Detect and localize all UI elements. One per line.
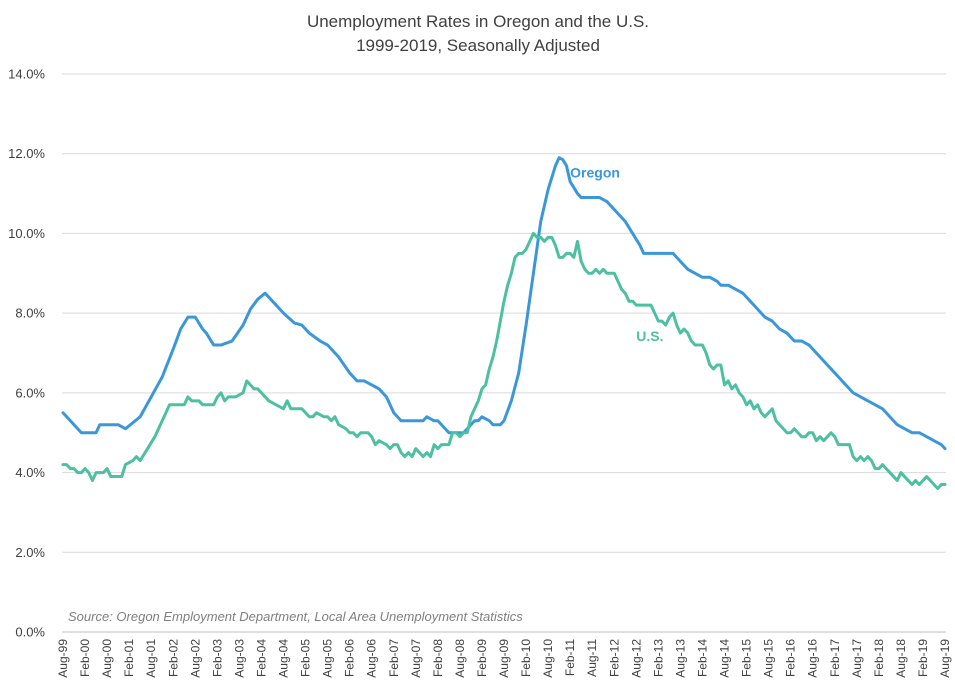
x-tick-label: Feb-06 [343,639,357,677]
x-tick-label: Aug-09 [497,639,511,678]
y-tick-label: 8.0% [15,306,45,321]
x-tick-label: Aug-18 [894,639,908,678]
x-tick-label: Aug-06 [365,639,379,678]
y-tick-label: 6.0% [15,385,45,400]
x-tick-label: Aug-19 [938,639,952,678]
x-tick-label: Feb-15 [740,639,754,677]
x-tick-label: Feb-03 [210,639,224,677]
y-tick-label: 14.0% [8,67,45,82]
x-tick-label: Aug-04 [277,639,291,678]
x-tick-label: Feb-08 [431,639,445,677]
x-tick-label: Aug-03 [232,639,246,678]
x-tick-label: Feb-02 [166,639,180,677]
x-tick-label: Aug-07 [409,639,423,678]
x-tick-label: Feb-16 [784,639,798,677]
x-tick-label: Feb-13 [651,639,665,677]
y-tick-label: 2.0% [15,545,45,560]
x-tick-label: Aug-01 [144,639,158,678]
x-tick-label: Feb-18 [872,639,886,677]
x-tick-label: Feb-05 [299,639,313,677]
series-label-oregon: Oregon [570,165,620,181]
x-axis-ticks: Aug-99 Feb-00 Aug-00 Feb-01 Aug-01 Feb-02 Aug-… [56,639,952,678]
y-tick-label: 0.0% [15,625,45,640]
series-line-us [61,231,947,491]
chart-title: Unemployment Rates in Oregon and the U.S… [307,12,649,31]
x-tick-label: Feb-04 [254,639,268,677]
y-tick-label: 4.0% [15,465,45,480]
x-tick-label: Aug-16 [806,639,820,678]
x-tick-label: Aug-00 [100,639,114,678]
x-tick-label: Aug-14 [718,639,732,678]
x-tick-label: Feb-10 [519,639,533,677]
x-tick-label: Feb-07 [387,639,401,677]
y-tick-label: 10.0% [8,226,45,241]
x-tick-label: Feb-00 [78,639,92,677]
y-tick-label: 12.0% [8,146,45,161]
x-tick-label: Aug-15 [762,639,776,678]
series-label-us: U.S. [636,328,663,344]
x-tick-label: Aug-12 [629,639,643,678]
series-lines [61,156,947,491]
x-tick-label: Feb-14 [695,639,709,677]
x-tick-label: Feb-12 [607,639,621,677]
x-tick-label: Aug-99 [56,639,70,678]
x-tick-label: Aug-08 [453,639,467,678]
x-tick-label: Aug-11 [585,639,599,677]
source-note: Source: Oregon Employment Department, Lo… [68,609,523,624]
series-line-oregon [61,156,947,451]
chart-subtitle: 1999-2019, Seasonally Adjusted [356,36,600,55]
x-tick-label: Feb-09 [475,639,489,677]
x-tick-label: Aug-17 [850,639,864,678]
x-tick-label: Aug-13 [673,639,687,678]
x-tick-label: Aug-02 [188,639,202,678]
x-tick-label: Feb-11 [563,639,577,676]
x-tick-label: Aug-10 [541,639,555,678]
x-tick-label: Aug-05 [321,639,335,678]
y-axis-ticks: 0.0% 2.0% 4.0% 6.0% 8.0% 10.0% 12.0% 14.0% [8,67,45,640]
series-annotations: Oregon U.S. [570,165,663,344]
gridlines [62,73,946,633]
x-tick-label: Feb-01 [122,639,136,677]
x-tick-label: Feb-19 [916,639,930,677]
x-tick-label: Feb-17 [828,639,842,677]
